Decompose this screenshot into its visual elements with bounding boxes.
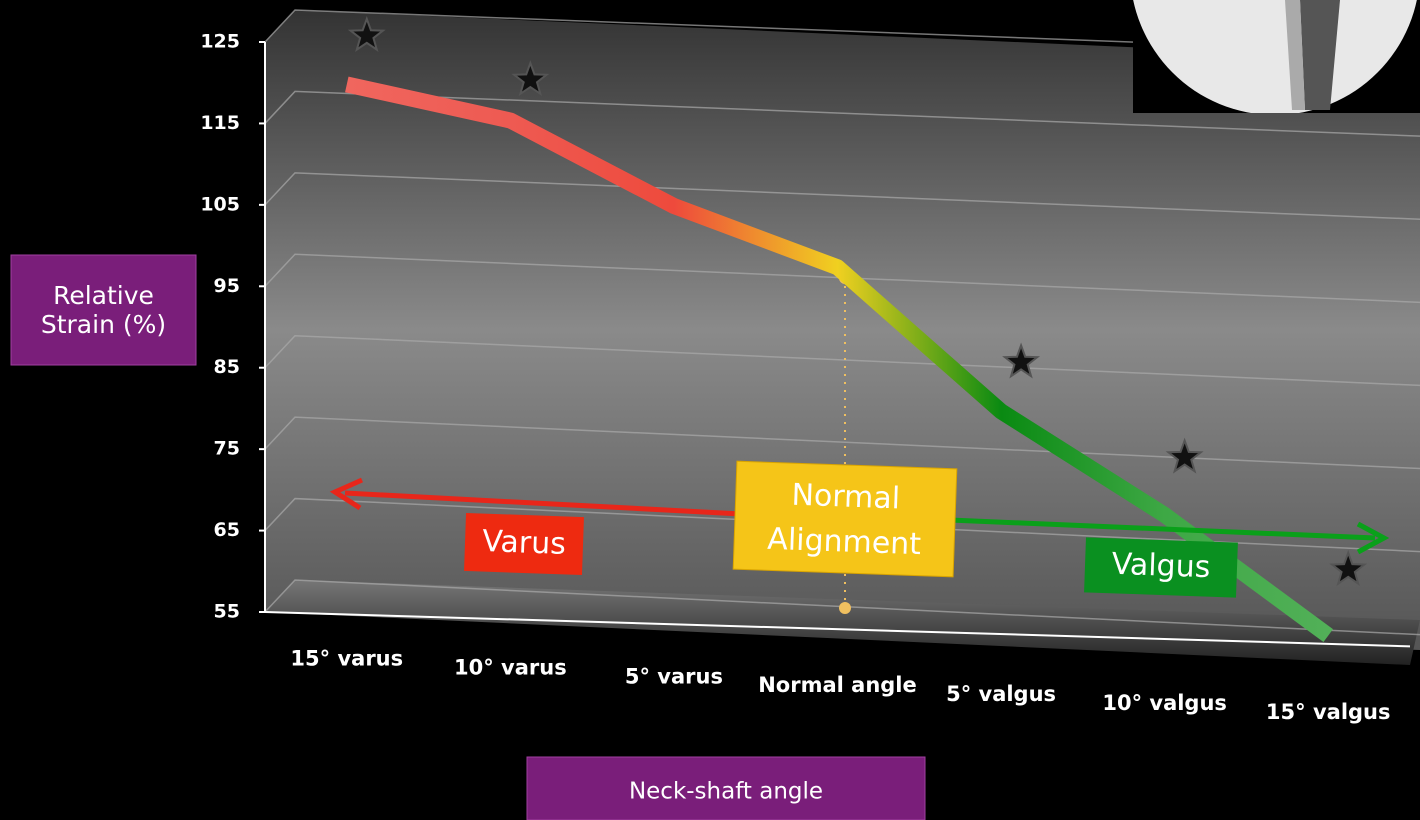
grid-line bbox=[264, 9, 1420, 54]
grid-line bbox=[264, 172, 1420, 221]
normal-box bbox=[732, 460, 958, 578]
grid-line bbox=[264, 579, 1420, 636]
significance-star bbox=[511, 60, 550, 97]
grid-line bbox=[264, 253, 1420, 304]
normal-label: Normal bbox=[791, 478, 901, 517]
varus-arrow bbox=[329, 477, 761, 518]
significance-star bbox=[1329, 549, 1368, 586]
valgus-label: Valgus bbox=[1111, 547, 1211, 585]
y-tick-label: 125 bbox=[200, 31, 240, 53]
varus-label: Varus bbox=[482, 524, 567, 562]
y-tick-label: 65 bbox=[214, 519, 240, 541]
normal-label: Alignment bbox=[767, 522, 922, 562]
x-tick-label: Normal angle bbox=[758, 673, 917, 697]
y-tick-label: 75 bbox=[214, 438, 240, 460]
grid-line bbox=[264, 90, 1420, 137]
x-label-box bbox=[526, 756, 926, 820]
y-tick-label: 55 bbox=[214, 601, 240, 623]
inset-image bbox=[1133, 0, 1420, 113]
y-label-box bbox=[10, 254, 197, 366]
varus-box bbox=[464, 512, 584, 576]
grid-line bbox=[264, 416, 1420, 470]
x-tick-label: 5° valgus bbox=[946, 682, 1056, 706]
valgus-arrow bbox=[949, 517, 1390, 555]
grid-line bbox=[264, 334, 1420, 387]
x-tick-label: 10° varus bbox=[454, 655, 567, 679]
x-axis bbox=[264, 611, 1411, 648]
y-label-wrap: Relative Strain (%) bbox=[40, 281, 167, 339]
strain-line bbox=[345, 76, 1333, 643]
floor bbox=[265, 580, 1420, 665]
valgus-box bbox=[1084, 537, 1238, 598]
significance-star bbox=[1165, 437, 1204, 474]
x-axis-label: Neck-shaft angle bbox=[629, 779, 823, 805]
x-tick-label: 10° valgus bbox=[1102, 691, 1227, 715]
y-tick-label: 95 bbox=[214, 275, 240, 297]
x-tick-label: 15° varus bbox=[290, 646, 403, 670]
y-tick-label: 85 bbox=[214, 356, 240, 378]
significance-star bbox=[347, 15, 386, 53]
y-axis-label: Relative Strain (%) bbox=[40, 281, 167, 339]
significance-star bbox=[1002, 342, 1041, 379]
x-tick-label: 5° varus bbox=[625, 664, 723, 688]
y-tick-label: 115 bbox=[200, 112, 240, 134]
x-tick-label: 15° valgus bbox=[1266, 700, 1391, 724]
grid-line bbox=[264, 497, 1420, 553]
guide-dot bbox=[839, 602, 851, 614]
y-tick-label: 105 bbox=[200, 193, 240, 215]
